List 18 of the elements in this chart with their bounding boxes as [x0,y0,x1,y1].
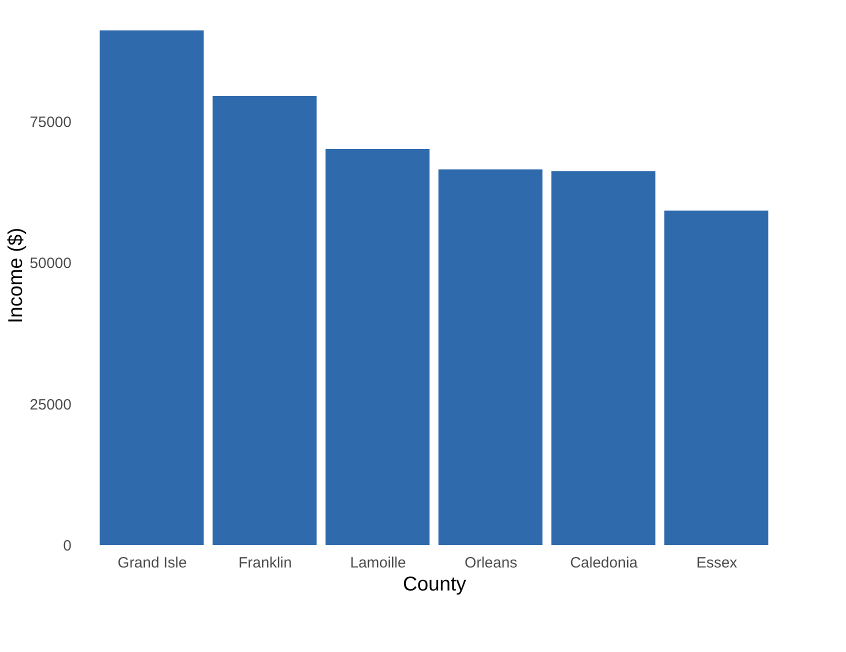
y-tick-label: 25000 [30,396,72,414]
x-tick-label: Caledonia [570,554,638,572]
x-axis-title: County [402,574,466,596]
y-tick-label: 50000 [30,255,72,272]
bar [438,169,542,545]
y-axis-title: Income ($) [4,228,27,324]
bar [100,30,204,545]
x-tick-label: Orleans [464,554,518,572]
y-tick-label: 0 [63,538,72,554]
bar [551,171,656,545]
x-tick-label: Grand Isle [118,554,187,572]
y-tick-label: 75000 [30,114,72,131]
x-tick-label: Lamoille [350,554,406,572]
x-tick-label: Franklin [238,554,292,572]
bar [212,96,317,545]
x-tick-label: Essex [696,554,738,572]
bar [664,210,768,545]
bar [326,149,430,545]
